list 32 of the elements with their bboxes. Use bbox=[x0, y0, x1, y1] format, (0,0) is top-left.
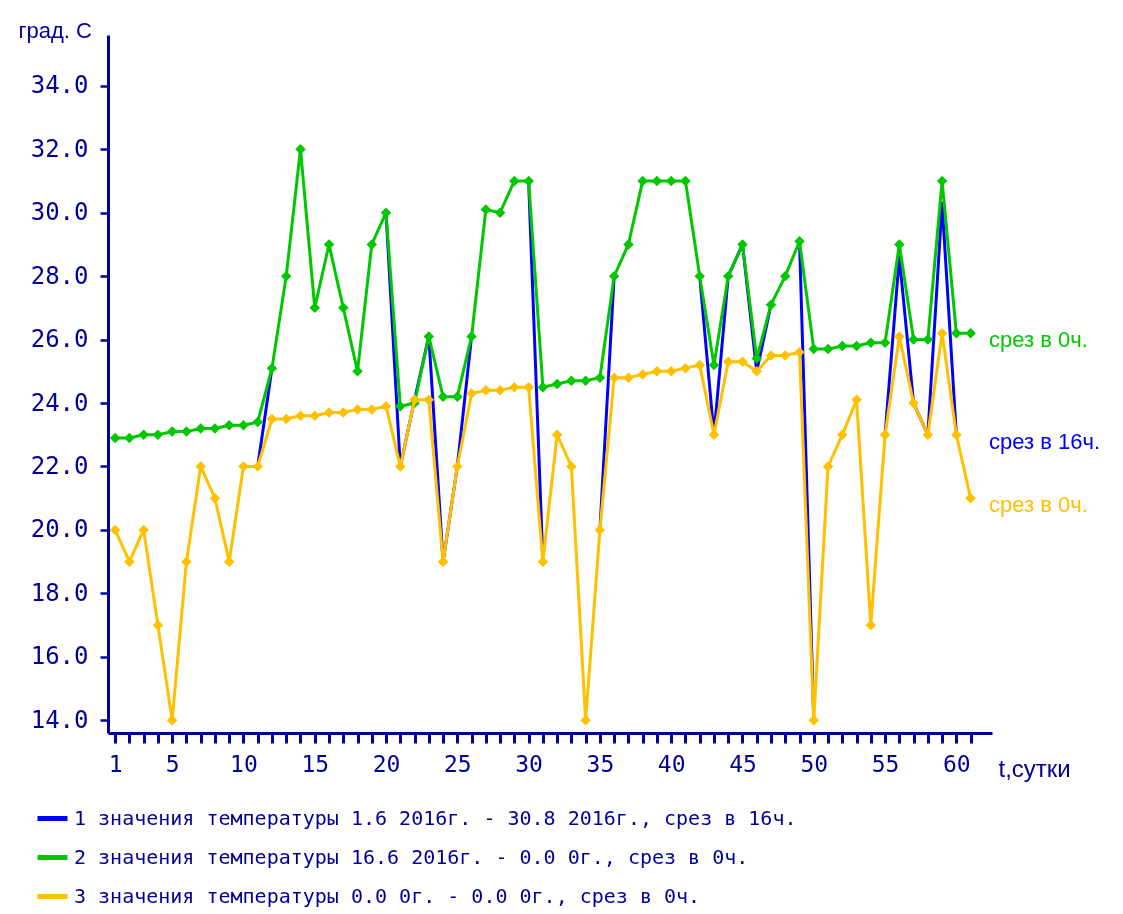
legend-label: 3 значения температуры 0.0 0г. - 0.0 0г., срез в 0ч. bbox=[74, 883, 701, 908]
y-tick-label: 28.0 bbox=[30, 261, 89, 290]
x-tick-label: 1 bbox=[108, 750, 123, 777]
y-tick-label: 26.0 bbox=[30, 325, 89, 354]
x-tick-label: 55 bbox=[871, 750, 900, 777]
x-tick-label: 25 bbox=[443, 750, 472, 777]
y-tick-label: 16.0 bbox=[30, 642, 89, 671]
annotation: срез в 0ч. bbox=[989, 492, 1088, 518]
legend-label: 2 значения температуры 16.6 2016г. - 0.0 0г., срез в 0ч. bbox=[74, 844, 749, 869]
y-axis-title: град. С bbox=[18, 17, 93, 43]
y-tick-label: 20.0 bbox=[30, 515, 89, 544]
annotation: срез в 0ч. bbox=[989, 327, 1088, 353]
y-tick-label: 30.0 bbox=[30, 198, 89, 227]
x-tick-label: 15 bbox=[301, 750, 330, 777]
y-tick-label: 34.0 bbox=[30, 71, 89, 100]
x-tick-label: 30 bbox=[515, 750, 543, 777]
y-tick-label: 24.0 bbox=[30, 388, 89, 417]
x-tick-label: 10 bbox=[230, 750, 258, 777]
x-tick-label: 35 bbox=[586, 750, 615, 777]
x-tick-label: 20 bbox=[372, 750, 401, 777]
x-tick-label: 40 bbox=[657, 750, 686, 777]
legend-label: 1 значения температуры 1.6 2016г. - 30.8 2016г., срез в 16ч. bbox=[74, 805, 797, 830]
x-tick-label: 50 bbox=[800, 750, 829, 777]
x-tick-label: 5 bbox=[165, 750, 180, 777]
x-tick-label: 60 bbox=[943, 750, 971, 777]
annotation: срез в 16ч. bbox=[989, 428, 1101, 454]
y-tick-label: 32.0 bbox=[30, 134, 89, 163]
x-tick-label: 45 bbox=[729, 750, 757, 777]
y-tick-label: 14.0 bbox=[30, 705, 89, 734]
y-tick-label: 18.0 bbox=[30, 578, 89, 607]
x-axis-title: t,сутки bbox=[998, 754, 1071, 782]
y-tick-label: 22.0 bbox=[30, 451, 89, 480]
